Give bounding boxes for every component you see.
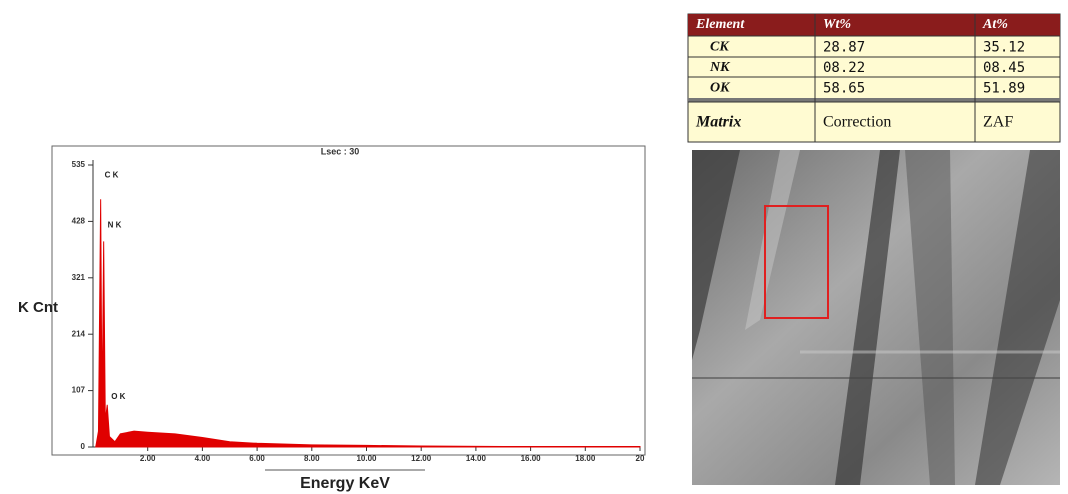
y-tick-label: 107 xyxy=(72,386,86,395)
x-tick-label: 4.00 xyxy=(195,454,211,463)
x-tick-label: 18.00 xyxy=(575,454,596,463)
x-tick-label: 16.00 xyxy=(521,454,542,463)
peak-label: O K xyxy=(111,392,125,401)
table-header: Wt% xyxy=(823,17,851,32)
y-tick-label: 321 xyxy=(72,273,86,282)
table-header: At% xyxy=(982,17,1008,32)
table-cell: 28.87 xyxy=(823,40,865,56)
table-cell: Correction xyxy=(823,114,891,131)
x-tick-label: 12.00 xyxy=(411,454,432,463)
table-cell: 08.22 xyxy=(823,60,865,76)
table-cell: 58.65 xyxy=(823,81,865,97)
x-tick-label: 6.00 xyxy=(249,454,265,463)
y-axis-label: K Cnt xyxy=(18,299,58,316)
x-tick-label: 8.00 xyxy=(304,454,320,463)
chart-frame xyxy=(52,146,645,455)
y-tick-label: 428 xyxy=(72,217,86,226)
y-tick-label: 0 xyxy=(81,442,86,451)
table-cell: 51.89 xyxy=(983,81,1025,97)
table-cell: Matrix xyxy=(695,114,741,131)
chart-title: Lsec : 30 xyxy=(321,146,360,156)
y-tick-label: 214 xyxy=(72,329,86,338)
figure: Lsec : 30 K Cnt Energy KeV Element Wt% At%… xyxy=(0,0,1068,494)
table-separator xyxy=(688,98,1060,102)
y-tick-label: 535 xyxy=(72,160,86,169)
table-cell: 35.12 xyxy=(983,40,1025,56)
table-cell: 08.45 xyxy=(983,60,1025,76)
table-cell: ZAF xyxy=(983,114,1013,131)
table-header: Element xyxy=(695,17,745,32)
peak-label: C K xyxy=(105,171,119,180)
x-tick-label: 2.00 xyxy=(140,454,156,463)
x-tick-label: 10.00 xyxy=(356,454,377,463)
x-tick-label: 14.00 xyxy=(466,454,487,463)
element-table: Element Wt% At% CK 28.87 35.12 NK 08.22 08.45 OK 5… xyxy=(688,14,1060,142)
table-cell: CK xyxy=(710,40,730,55)
peak-label: N K xyxy=(108,221,122,230)
table-cell: NK xyxy=(709,60,731,75)
table-cell: OK xyxy=(710,81,731,96)
x-tick-label: 20 xyxy=(636,454,645,463)
x-axis-label: Energy KeV xyxy=(300,475,390,492)
sem-image xyxy=(692,150,1060,485)
